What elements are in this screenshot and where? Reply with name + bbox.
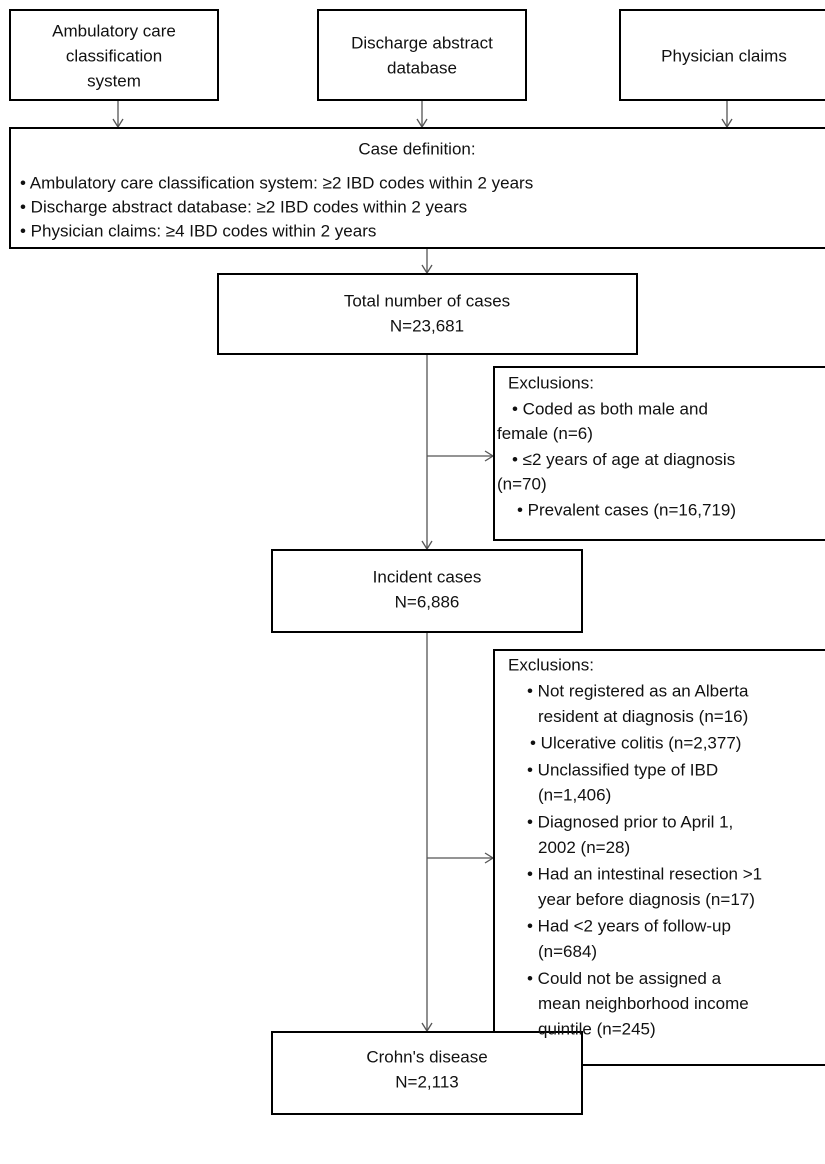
exclusion-item: • Could not be assigned a — [527, 969, 722, 988]
box-label: Crohn's disease — [366, 1047, 487, 1066]
exclusions-box — [493, 649, 825, 1066]
exclusion-item: resident at diagnosis (n=16) — [538, 707, 748, 726]
case-definition-title: Case definition: — [358, 139, 475, 158]
exclusions-box — [493, 366, 825, 541]
exclusions-title: Exclusions: — [508, 373, 594, 392]
source-box — [317, 9, 527, 101]
exclusion-item: • Not registered as an Alberta — [527, 681, 749, 700]
incident-cases-box — [271, 549, 583, 633]
exclusion-item: • Coded as both male and — [512, 399, 708, 418]
box-label: Total number of cases — [344, 291, 510, 310]
source-label: Ambulatory care — [52, 21, 176, 40]
exclusion-item: mean neighborhood income — [538, 994, 749, 1013]
box-count: N=2,113 — [395, 1072, 458, 1091]
box-count: N=6,886 — [395, 592, 460, 611]
exclusion-item: female (n=6) — [497, 424, 593, 443]
crohns-disease-box — [271, 1031, 583, 1115]
case-definition-item: • Physician claims: ≥4 IBD codes within … — [20, 221, 376, 240]
box-label: Incident cases — [373, 567, 482, 586]
exclusion-item: (n=70) — [497, 474, 547, 493]
case-definition-item: • Discharge abstract database: ≥2 IBD co… — [20, 197, 467, 216]
exclusion-item: quintile (n=245) — [538, 1019, 656, 1038]
source-box — [9, 9, 219, 101]
exclusion-item: • Diagnosed prior to April 1, — [527, 812, 733, 831]
exclusion-item: • Ulcerative colitis (n=2,377) — [530, 734, 741, 753]
source-label: database — [387, 58, 457, 77]
total-cases-box — [217, 273, 638, 355]
box-count: N=23,681 — [390, 316, 464, 335]
exclusion-item: (n=1,406) — [538, 786, 611, 805]
exclusion-item: • Had <2 years of follow-up — [527, 917, 731, 936]
source-box — [619, 9, 825, 101]
exclusion-item: • ≤2 years of age at diagnosis — [512, 450, 735, 469]
exclusion-item: (n=684) — [538, 942, 597, 961]
exclusion-item: • Unclassified type of IBD — [527, 760, 718, 779]
exclusion-item: 2002 (n=28) — [538, 838, 630, 857]
source-label: Physician claims — [661, 46, 787, 65]
source-label: system — [87, 71, 141, 90]
source-label: Discharge abstract — [351, 33, 493, 52]
exclusions-title: Exclusions: — [508, 655, 594, 674]
case-definition-item: • Ambulatory care classification system:… — [20, 173, 533, 192]
exclusion-item: • Had an intestinal resection >1 — [527, 865, 762, 884]
exclusion-item: year before diagnosis (n=17) — [538, 890, 755, 909]
exclusion-item: • Prevalent cases (n=16,719) — [517, 500, 736, 519]
source-label: classification — [66, 46, 162, 65]
case-definition-box — [9, 127, 825, 249]
